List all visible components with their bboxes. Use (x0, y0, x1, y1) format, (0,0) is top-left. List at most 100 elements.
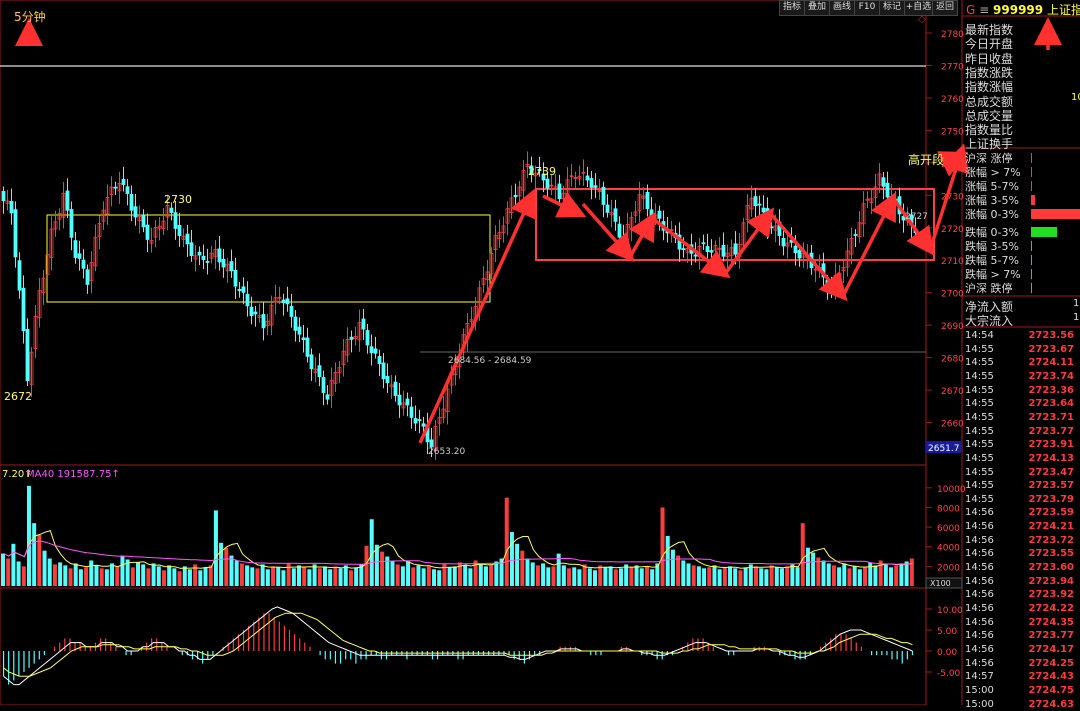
volume-bar (535, 565, 540, 586)
candle-body (209, 252, 214, 259)
volume-bar (795, 567, 800, 586)
candle-body (721, 244, 726, 257)
price-tick-label: 2770 (941, 62, 964, 72)
tick-row: 14:54 2723.56 (965, 329, 1080, 343)
volume-bar (234, 560, 239, 586)
candle-body (693, 254, 698, 257)
candle-body (129, 194, 134, 211)
candle-body (529, 165, 534, 175)
breadth-bar-down0 (1031, 227, 1057, 237)
toolbar-button-6[interactable]: 返回 (932, 0, 958, 16)
candle-body (97, 223, 102, 237)
breadth-label-1: 涨幅 > 7% (965, 166, 1021, 179)
candle-body (165, 205, 170, 218)
volume-bar (899, 563, 904, 586)
volume-bar (904, 561, 909, 586)
volume-bar (504, 497, 509, 586)
candle-body (617, 223, 622, 238)
candle-body (161, 220, 166, 230)
volume-bar (193, 564, 198, 586)
tick-row: 14:55 2723.91 (965, 438, 1080, 452)
volume-bar (338, 568, 343, 586)
tick-price: 2723.77 (1028, 425, 1074, 437)
candle-body (277, 296, 282, 299)
menu-icon[interactable]: ≡ (979, 3, 990, 17)
volume-bar (769, 565, 774, 586)
volume-bar (437, 570, 442, 586)
volume-bar (307, 569, 312, 586)
volume-bar (738, 570, 743, 586)
volume-bar (458, 562, 462, 586)
volume-bar (676, 555, 681, 586)
candle-body (857, 222, 862, 238)
volume-bar (26, 485, 31, 586)
volume-bar (374, 544, 379, 586)
candle-body (49, 228, 54, 258)
volume-bar (515, 543, 520, 586)
period-label[interactable]: 5分钟 (14, 10, 46, 24)
current-price-label: 2651.7 (928, 444, 960, 454)
volume-bar (463, 565, 468, 586)
toolbar-button-2[interactable]: 画线 (829, 0, 855, 16)
volume-bar (219, 542, 224, 586)
candle-body (93, 236, 98, 267)
bottom-label: 2653.20 (428, 447, 465, 457)
volume-bar (800, 523, 805, 586)
index-code: 999999 (993, 3, 1044, 17)
candle-body (613, 208, 618, 222)
candle-body (145, 224, 150, 240)
tick-time: 14:55 (965, 398, 994, 410)
macd-panel-border (0, 587, 927, 705)
volume-bar (281, 570, 286, 586)
candle-body (485, 271, 490, 281)
candle-body (181, 235, 186, 240)
flow-label-1: 大宗流入 (965, 314, 1014, 328)
volume-bar (265, 569, 270, 586)
volume-bar (354, 567, 359, 586)
breadth-label-4: 涨幅 0-3% (965, 208, 1019, 221)
volume-bar (68, 568, 73, 586)
volume-bar (748, 564, 753, 586)
volume-bar (426, 566, 431, 586)
trend-arrow-down-4 (768, 211, 848, 302)
candle-body (141, 214, 146, 228)
volume-bar (104, 569, 109, 586)
candle-body (641, 195, 646, 199)
toolbar-button-0[interactable]: 指标 (779, 0, 805, 16)
candle-body (441, 408, 446, 419)
toolbar-button-1[interactable]: 叠加 (804, 0, 830, 16)
candle-body (73, 240, 78, 258)
volume-bar (151, 563, 156, 586)
volume-bar (878, 560, 883, 586)
candle-body (489, 253, 494, 275)
candle-body (69, 209, 74, 238)
volume-tick-label: 10000 (937, 485, 966, 495)
volume-bar (639, 568, 644, 586)
volume-bar (754, 566, 759, 586)
tick-row: 14:56 2724.35 (965, 616, 1080, 630)
candle-body (341, 350, 346, 366)
candle-body (709, 250, 714, 253)
candle-body (89, 262, 94, 282)
tick-price: 2723.57 (1028, 480, 1074, 492)
candle-body (841, 266, 846, 271)
volume-bar (203, 567, 208, 586)
toolbar-button-3[interactable]: F10 (854, 0, 880, 16)
tick-price: 2723.74 (1028, 370, 1074, 382)
volume-bar (728, 566, 733, 586)
toolbar-button-5[interactable]: +自选 (904, 0, 933, 16)
tick-row: 14:55 2723.74 (965, 370, 1080, 384)
candle-body (401, 402, 406, 409)
toolbar-button-4[interactable]: 标记 (879, 0, 905, 16)
volume-bar (416, 565, 421, 586)
candle-body (405, 398, 410, 406)
candle-body (829, 287, 834, 290)
tick-time: 14:56 (965, 603, 994, 614)
volume-bar (141, 564, 146, 586)
candle-body (249, 306, 254, 317)
volume-bar (115, 566, 120, 586)
volume-bar (556, 553, 561, 586)
tick-time: 14:55 (965, 425, 994, 437)
candle-body (493, 235, 498, 250)
candle-body (169, 207, 174, 213)
